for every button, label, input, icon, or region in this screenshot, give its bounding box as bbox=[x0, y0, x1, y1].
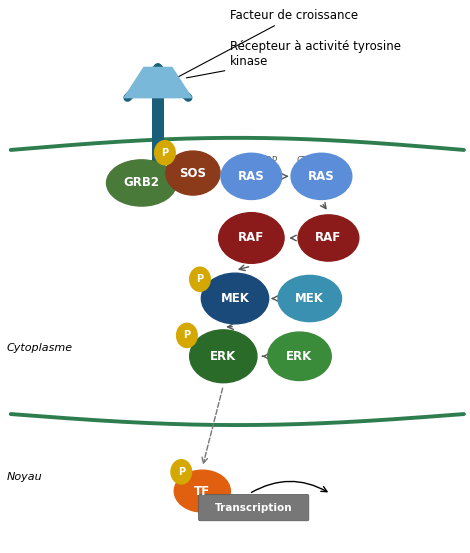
Circle shape bbox=[155, 140, 175, 165]
Ellipse shape bbox=[219, 213, 284, 263]
Text: TF: TF bbox=[194, 484, 211, 498]
Text: RAS: RAS bbox=[308, 170, 335, 183]
Ellipse shape bbox=[107, 160, 177, 206]
Text: RAF: RAF bbox=[238, 232, 265, 244]
Text: Facteur de croissance: Facteur de croissance bbox=[167, 9, 359, 82]
Ellipse shape bbox=[278, 275, 342, 322]
Text: GRB2: GRB2 bbox=[124, 176, 159, 190]
Text: Transcription: Transcription bbox=[215, 503, 292, 513]
Text: P: P bbox=[161, 148, 168, 158]
FancyBboxPatch shape bbox=[198, 494, 309, 521]
Circle shape bbox=[171, 460, 192, 484]
Ellipse shape bbox=[201, 273, 269, 324]
Text: P: P bbox=[196, 274, 204, 284]
Text: P: P bbox=[178, 467, 185, 477]
Text: P: P bbox=[183, 330, 190, 341]
Ellipse shape bbox=[268, 332, 331, 380]
Text: RAS: RAS bbox=[238, 170, 265, 183]
Text: Cytoplasme: Cytoplasme bbox=[7, 343, 73, 353]
Ellipse shape bbox=[174, 470, 230, 512]
Ellipse shape bbox=[166, 151, 220, 195]
Text: ERK: ERK bbox=[286, 350, 313, 363]
Ellipse shape bbox=[221, 153, 282, 200]
Ellipse shape bbox=[298, 215, 359, 261]
Text: MEK: MEK bbox=[295, 292, 324, 305]
Text: MEK: MEK bbox=[220, 292, 250, 305]
Ellipse shape bbox=[291, 153, 352, 200]
Polygon shape bbox=[124, 67, 192, 98]
Text: ERK: ERK bbox=[210, 350, 236, 363]
Text: GDP: GDP bbox=[258, 155, 277, 165]
Text: SOS: SOS bbox=[180, 166, 206, 180]
Text: Récepteur à activité tyrosine
kinase: Récepteur à activité tyrosine kinase bbox=[186, 40, 401, 78]
FancyBboxPatch shape bbox=[152, 67, 164, 172]
Text: RAF: RAF bbox=[315, 232, 342, 244]
Circle shape bbox=[190, 267, 210, 291]
Circle shape bbox=[177, 324, 197, 347]
Text: Noyau: Noyau bbox=[7, 472, 43, 482]
Text: GTP: GTP bbox=[297, 155, 314, 165]
Ellipse shape bbox=[190, 330, 257, 383]
